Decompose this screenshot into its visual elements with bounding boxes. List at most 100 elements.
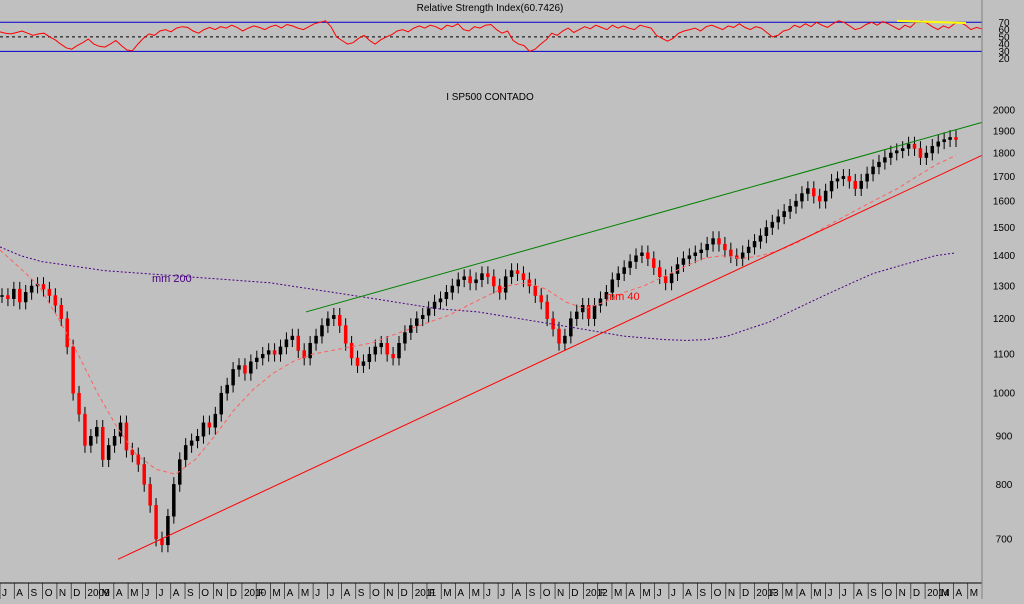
candle-body: [106, 445, 111, 460]
x-tick-label: N: [557, 588, 564, 599]
x-tick-label: O: [372, 588, 380, 599]
x-tick-label: J: [486, 588, 491, 599]
candle-body: [207, 422, 212, 428]
rsi-panel: Relative Strength Index(60.7426): [0, 3, 983, 52]
x-tick-label: J: [329, 588, 334, 599]
candle-body: [942, 139, 946, 143]
candle-body: [871, 166, 875, 175]
candle-body: [503, 276, 508, 293]
candle-body: [889, 152, 893, 158]
candle-body: [243, 365, 247, 374]
candle-body: [379, 342, 383, 348]
candle-body: [877, 161, 881, 168]
candle-body: [124, 422, 129, 451]
x-tick-label: O: [45, 588, 53, 599]
candle-body: [450, 285, 455, 293]
price-tick-label: 700: [996, 534, 1013, 545]
candle-body: [438, 298, 443, 303]
candle-body: [231, 369, 235, 386]
candle-body: [770, 221, 775, 228]
price-tick-label: 1200: [993, 314, 1016, 325]
rsi-tick-label: 50: [998, 32, 1010, 43]
x-tick-label: M: [130, 588, 138, 599]
candle-body: [290, 335, 295, 340]
x-tick-label: S: [699, 588, 706, 599]
candle-body: [592, 305, 597, 319]
candle-body: [954, 137, 958, 140]
candle-body: [894, 150, 899, 154]
candle-body: [575, 311, 579, 319]
candle-body: [930, 145, 935, 154]
candle-body: [367, 353, 372, 362]
x-tick-label: O: [543, 588, 551, 599]
candle-body: [539, 295, 543, 303]
rsi-tick-label: 70: [998, 18, 1010, 29]
x-tick-label: M: [102, 588, 110, 599]
x-tick-label: A: [799, 588, 806, 599]
candle-body: [906, 143, 911, 149]
support-trendline: [117, 154, 983, 560]
x-tick-label: O: [714, 588, 722, 599]
x-tick-label: M: [941, 588, 949, 599]
candle-body: [740, 252, 745, 259]
ma-annotation: mm 40: [606, 291, 640, 303]
candle-body: [183, 445, 188, 460]
candle-body: [343, 325, 348, 344]
candle-body: [112, 435, 117, 446]
candle-body: [166, 515, 170, 546]
x-tick-label: M: [301, 588, 309, 599]
x-tick-label: M: [443, 588, 451, 599]
candle-body: [853, 180, 858, 189]
candle-body: [527, 279, 532, 287]
x-tick-label: 2014: [927, 588, 950, 599]
candle-body: [338, 315, 342, 326]
candle-body: [255, 357, 259, 362]
candle-body: [509, 270, 514, 277]
candle-body: [699, 249, 703, 254]
candle-body: [628, 261, 632, 268]
x-tick-label: S: [529, 588, 536, 599]
candle-body: [225, 384, 229, 394]
candle-body: [557, 328, 561, 344]
candle-body: [598, 298, 603, 306]
x-tick-label: D: [73, 588, 80, 599]
rsi-trend-line: [896, 19, 967, 25]
candle-body: [136, 454, 141, 465]
x-tick-label: J: [315, 588, 320, 599]
candle-body: [616, 273, 620, 280]
candle-body: [195, 435, 200, 442]
candle-body: [800, 193, 804, 202]
candle-body: [83, 413, 87, 446]
candle-body: [794, 200, 798, 207]
candle-body: [604, 292, 609, 299]
x-tick-label: N: [59, 588, 66, 599]
x-tick-label: 2012: [586, 588, 609, 599]
candle-body: [29, 285, 34, 293]
x-tick-label: J: [2, 588, 7, 599]
candle-body: [551, 318, 555, 330]
candle-body: [806, 188, 810, 194]
candle-body: [23, 292, 28, 303]
candle-body: [533, 285, 538, 296]
candle-body: [349, 342, 354, 359]
candle-body: [385, 342, 389, 355]
candle-body: [95, 427, 99, 437]
candle-body: [586, 305, 591, 319]
price-tick-label: 1100: [993, 350, 1015, 361]
candle-body: [0, 295, 4, 297]
candle-body: [420, 315, 425, 319]
candle-body: [859, 180, 863, 189]
x-tick-label: M: [642, 588, 650, 599]
x-tick-label: J: [657, 588, 662, 599]
candle-body: [865, 173, 869, 182]
candle-body: [758, 235, 763, 242]
candle-body: [764, 227, 769, 237]
x-tick-label: M: [614, 588, 622, 599]
candle-body: [391, 353, 395, 359]
x-tick-label: D: [742, 588, 749, 599]
x-tick-label: A: [457, 588, 464, 599]
